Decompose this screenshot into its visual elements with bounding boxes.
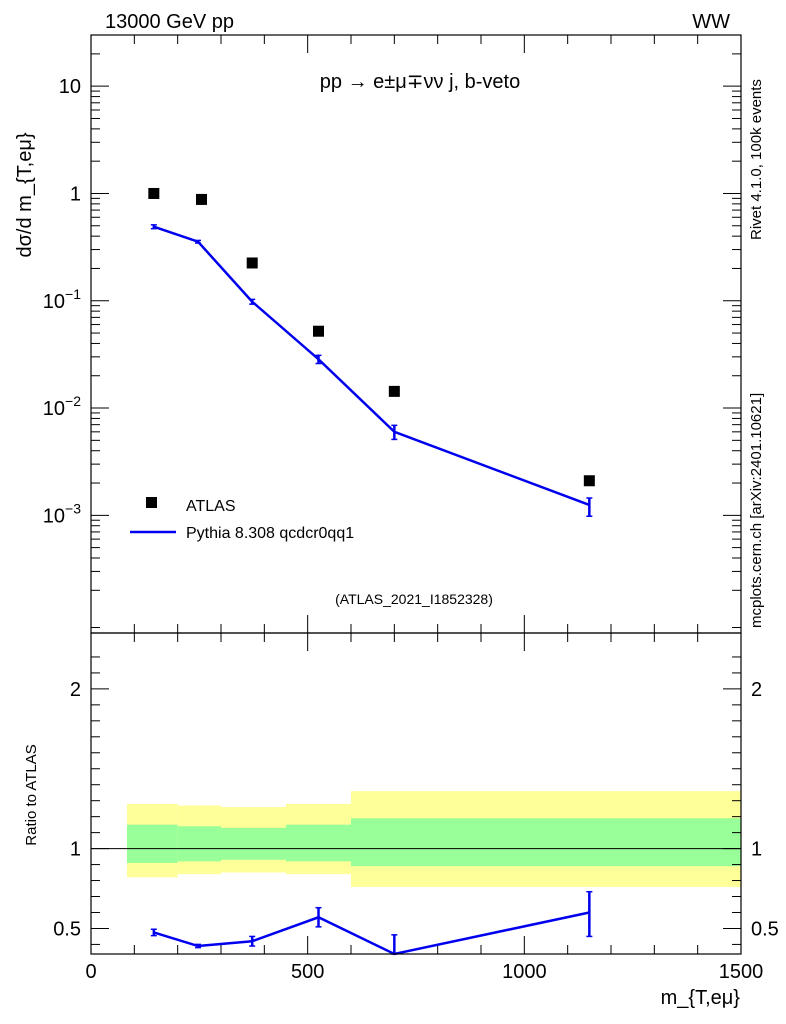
x-tick-label: 0 (85, 961, 96, 983)
ratio-y-tick-label-left: 2 (70, 679, 81, 701)
ratio-y-tick-label-right: 0.5 (751, 918, 779, 940)
analysis-label: (ATLAS_2021_I1852328) (335, 591, 493, 607)
rivet-version-label: Rivet 4.1.0, 100k events (748, 79, 765, 240)
ratio-y-tick-labels: 0.5 0.5 1 1 2 2 (53, 679, 779, 941)
x-tick-labels: 0 500 1000 1500 (85, 961, 763, 983)
ratio-band-inner (126, 824, 178, 863)
main-plot-frame (90, 34, 742, 634)
legend-pythia-label: Pythia 8.308 qcdcr0qq1 (186, 525, 354, 542)
main-y-axis-label: dσ/d m_{T,eμ} (14, 132, 36, 257)
ratio-panel: 0.5 0.5 1 1 2 2 Ratio to ATLAS 0 500 1000 1500 m… (23, 632, 779, 1009)
ratio-plot-frame (90, 632, 742, 955)
process-group-label: WW (692, 11, 730, 33)
y-tick-label: 10 (59, 76, 81, 98)
ratio-y-tick-label-right: 2 (751, 679, 762, 701)
x-tick-label: 1500 (719, 961, 764, 983)
x-axis-label: m_{T,eμ} (661, 987, 741, 1009)
mcplots-label: mcplots.cern.ch [arXiv:2401.10621] (748, 393, 765, 628)
ratio-y-tick-label-right: 1 (751, 839, 762, 861)
main-series (148, 187, 595, 518)
energy-label: 13000 GeV pp (105, 11, 234, 33)
atlas-data-point (196, 193, 207, 205)
x-tick-label: 500 (291, 961, 324, 983)
y-tick-label: 10−2 (43, 393, 81, 420)
atlas-data-point (583, 475, 595, 487)
atlas-data-point (388, 385, 400, 397)
y-tick-label: 10−3 (43, 500, 81, 527)
ratio-y-tick-label-left: 1 (70, 839, 81, 861)
x-tick-label: 1000 (502, 961, 547, 983)
ratio-band-inner (177, 826, 221, 862)
ratio-y-axis-label: Ratio to ATLAS (23, 744, 40, 845)
y-tick-label: 1 (70, 183, 81, 205)
legend-atlas-marker (146, 497, 157, 508)
atlas-data-point (313, 325, 324, 337)
pythia-line (153, 225, 590, 507)
legend: ATLAS Pythia 8.308 qcdcr0qq1 (130, 497, 354, 542)
ratio-band-inner (351, 818, 741, 867)
ratio-band-inner (221, 827, 286, 860)
y-tick-label: 10−1 (43, 286, 81, 313)
legend-atlas-label: ATLAS (186, 498, 236, 515)
ratio-ticks (90, 633, 742, 954)
ratio-band-inner (286, 824, 351, 862)
atlas-data-point (148, 187, 160, 199)
main-ticks (90, 34, 742, 634)
ratio-bands (91, 791, 741, 887)
main-panel: 10 1 10−1 10−2 10−3 dσ/d m_{T,eμ} ATLAS Pyth… (14, 34, 742, 634)
ratio-pythia-line (153, 911, 590, 956)
ratio-series (150, 890, 593, 956)
ratio-y-tick-label-left: 0.5 (53, 918, 81, 940)
atlas-data-point (246, 257, 258, 269)
process-label: pp → e±μ∓νν j, b-veto (320, 71, 520, 93)
main-y-tick-labels: 10 1 10−1 10−2 10−3 (43, 76, 81, 527)
